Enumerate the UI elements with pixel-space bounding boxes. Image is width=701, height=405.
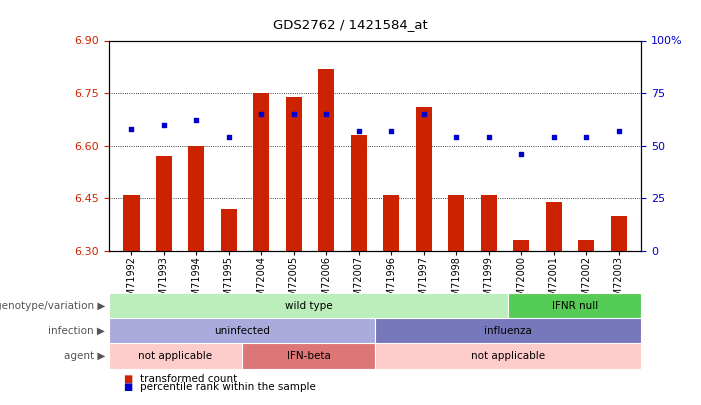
Text: not applicable: not applicable [138, 351, 212, 361]
Point [613, 128, 625, 134]
Point [353, 128, 365, 134]
Bar [109, 318, 375, 343]
Point [320, 111, 332, 117]
Point [516, 151, 527, 157]
Point [158, 122, 170, 128]
Bar [375, 318, 641, 343]
Bar [242, 343, 375, 369]
Point [548, 134, 559, 141]
Bar [109, 343, 242, 369]
Point [451, 134, 462, 141]
Text: agent ▶: agent ▶ [64, 351, 105, 361]
Text: infection ▶: infection ▶ [48, 326, 105, 336]
Text: GDS2762 / 1421584_at: GDS2762 / 1421584_at [273, 18, 428, 31]
Point [256, 111, 267, 117]
Bar [416, 107, 432, 251]
Text: transformed count: transformed count [140, 374, 238, 384]
Text: not applicable: not applicable [471, 351, 545, 361]
Bar [253, 93, 269, 251]
Bar [481, 195, 497, 251]
Point [223, 134, 234, 141]
Bar [508, 293, 641, 318]
Bar [318, 68, 334, 251]
Text: uninfected: uninfected [214, 326, 270, 336]
Bar [109, 293, 508, 318]
Bar [611, 216, 627, 251]
Point [288, 111, 299, 117]
Text: IFNR null: IFNR null [552, 301, 598, 311]
Text: genotype/variation ▶: genotype/variation ▶ [0, 301, 105, 311]
Point [191, 117, 202, 124]
Bar [221, 209, 237, 251]
Text: ■: ■ [123, 382, 132, 392]
Text: IFN-beta: IFN-beta [287, 351, 330, 361]
Text: ■: ■ [123, 374, 132, 384]
Bar [123, 195, 139, 251]
Bar [375, 343, 641, 369]
Point [418, 111, 430, 117]
Bar [286, 96, 302, 251]
Bar [383, 195, 400, 251]
Point [580, 134, 592, 141]
Bar [545, 202, 562, 251]
Point [483, 134, 494, 141]
Text: influenza: influenza [484, 326, 532, 336]
Bar [448, 195, 464, 251]
Text: percentile rank within the sample: percentile rank within the sample [140, 382, 316, 392]
Bar [350, 135, 367, 251]
Bar [156, 156, 172, 251]
Bar [513, 240, 529, 251]
Point [125, 126, 137, 132]
Text: wild type: wild type [285, 301, 332, 311]
Bar [189, 146, 205, 251]
Point [386, 128, 397, 134]
Bar [578, 240, 594, 251]
